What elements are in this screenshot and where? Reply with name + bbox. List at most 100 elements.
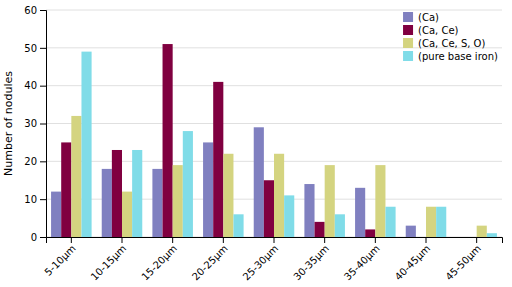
x-tick: 30-35μm [291,237,331,282]
x-tick: 25-30μm [241,237,281,282]
x-tick: 10-15μm [89,237,129,282]
y-tick-mark [40,10,46,11]
legend-label: (Ca, Ce, S, O) [418,38,485,49]
bar [112,150,122,237]
x-tick-mark [172,237,173,243]
y-tick-label: 40 [24,80,37,91]
y-tick: 40 [24,80,46,91]
legend: (Ca) (Ca, Ce) (Ca, Ce, S, O) (pure base iro… [403,12,498,62]
bars [51,44,497,237]
x-tick-label: 10-15μm [89,243,129,283]
bar [325,165,335,237]
x-tick-label: 15-20μm [139,243,179,283]
bar-series [61,44,375,237]
x-tick-mark [223,237,224,243]
x-tick-label: 45-50μm [443,243,483,283]
y-tick-mark [40,48,46,49]
legend-item: (pure base iron) [403,51,498,62]
bar [477,226,487,237]
bar [335,214,345,237]
y-tick-label: 50 [24,43,37,54]
y-tick: 20 [24,156,46,167]
x-tick-label: 25-30μm [241,243,281,283]
legend-swatch [403,38,413,48]
bar [304,184,314,237]
bar-series [71,116,486,237]
x-tick: 35-40μm [342,237,382,282]
y-tick-label: 20 [24,156,37,167]
y-tick-label: 30 [24,118,37,129]
x-tick-mark [476,237,477,243]
bar [385,207,395,237]
bar [173,165,183,237]
bar [274,154,284,237]
x-tick: 5-10μm [42,237,77,278]
x-tick-mark [71,237,72,243]
x-tick: 40-45μm [393,237,433,282]
bar [436,207,446,237]
x-tick: 20-25μm [190,237,230,282]
bar [426,207,436,237]
x-tick: 45-50μm [443,237,483,282]
bar [223,154,233,237]
legend-label: (pure base iron) [418,51,498,62]
bar [132,150,142,237]
bar [163,44,173,237]
legend-swatch [403,51,413,61]
bar [487,233,497,237]
bar-series [81,52,496,237]
x-tick-mark [324,237,325,243]
grid-line [46,123,502,124]
bar [81,52,91,237]
x-axis-line [47,238,503,244]
bar [416,237,426,238]
bar [152,169,162,237]
y-tick-label: 0 [31,232,37,243]
y-tick: 30 [24,118,46,129]
y-tick: 50 [24,43,46,54]
legend-swatch [403,25,413,35]
bar-series [51,127,416,237]
x-tick-mark [122,237,123,243]
y-tick-label: 60 [24,5,37,16]
grid [46,10,502,237]
x-axis: 5-10μm 10-15μm15-20μm 20-25μm 25-30μm30-35μ… [42,237,502,282]
x-tick-label: 5-10μm [42,243,77,278]
bar [102,169,112,237]
bar [375,165,385,237]
bar [365,229,375,237]
x-tick: 15-20μm [139,237,179,282]
bar [355,188,365,237]
legend-item: (Ca, Ce, S, O) [403,38,485,49]
legend-label: (Ca, Ce) [418,25,459,36]
bar [51,192,61,237]
x-tick-label: 30-35μm [291,243,331,283]
bar [315,222,325,237]
chart: 5-10μm 10-15μm15-20μm 20-25μm 25-30μm30-35μ… [0,0,512,287]
x-tick-mark [426,237,427,243]
bar [456,237,466,238]
bar [254,127,264,237]
y-tick-mark [40,161,46,162]
x-tick-label: 40-45μm [393,243,433,283]
bar [284,195,294,237]
y-tick: 10 [24,194,46,205]
x-tick-mark [274,237,275,243]
y-tick-mark [40,124,46,125]
x-tick-label: 20-25μm [190,243,230,283]
y-axis: 0 10 20 30 40 50 60 [24,5,46,243]
legend-label: (Ca) [418,12,439,23]
bar [61,142,71,237]
bar [213,82,223,237]
x-tick-label: 35-40μm [342,243,382,283]
y-tick-mark [40,86,46,87]
bar [233,214,243,237]
bar [71,116,81,237]
y-tick-label: 10 [24,194,37,205]
grid-line [46,85,502,86]
bar [122,192,132,237]
legend-item: (Ca, Ce) [403,25,459,36]
y-tick-mark [40,237,46,238]
y-axis-line [40,11,47,238]
y-tick: 0 [31,232,46,243]
